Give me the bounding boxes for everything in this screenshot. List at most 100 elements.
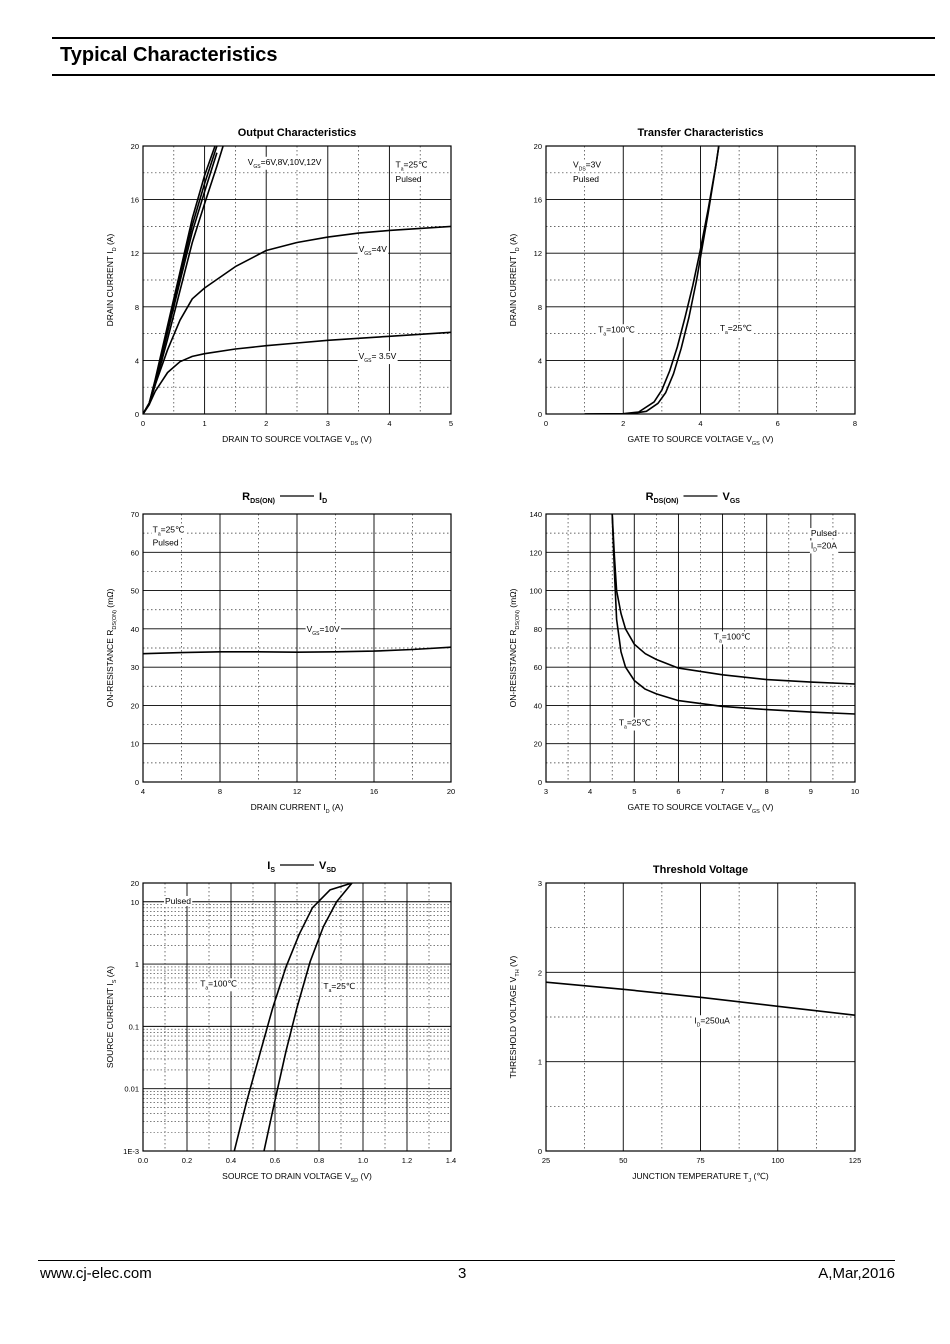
y-axis-label: DRAIN CURRENT ID (A) [105,234,118,327]
x-axis-symbol: V [345,434,351,444]
annotation-subscript: GS [312,631,320,637]
y-tick-label: 0 [538,1147,542,1156]
header-top-rule [52,37,935,39]
x-tick-label: 10 [851,787,859,796]
x-tick-label: 0.6 [270,1156,280,1165]
y-axis-label: THRESHOLD VOLTAGE VTH (V) [508,955,521,1078]
y-tick-label: 0.01 [124,1085,139,1094]
y-axis-unit: (mΩ) [508,588,518,610]
annotation-bg [322,980,357,994]
annotation: Ta=25℃ [153,524,185,537]
annotation-symbol: T [396,159,401,169]
x-tick-label: 0 [544,419,548,428]
annotation-symbol: Pulsed [165,896,191,906]
page-title: Typical Characteristics [60,44,278,66]
annotation-bg [617,717,653,731]
y-tick-label: 100 [529,587,542,596]
series-line [233,883,353,1151]
x-tick-label: 4 [141,787,145,796]
annotation-value: =25℃ [404,159,428,169]
y-axis-symbol: V [508,976,518,982]
y-axis-symbol: I [105,251,115,253]
y-tick-label: 16 [131,196,139,205]
x-axis-unit: (℃) [751,1171,769,1181]
annotation-subscript: GS [364,358,372,364]
chart-rdson-id: 4 8 12 16 20010203040506070Ta=25℃PulsedVGS=1… [105,491,455,815]
annotation-value: =25℃ [331,981,355,991]
annotation-subscript: a [725,330,728,336]
annotation-value: =10V [320,624,340,634]
series-line [546,981,855,1016]
y-axis-unit: (A) [508,234,518,248]
title-symbol: I [267,860,270,872]
annotation-subscript: a [329,988,332,994]
y-axis-subscript: D [515,247,521,251]
x-tick-label: 4 [387,419,391,428]
annotation-symbol: T [720,323,725,333]
y-axis-symbol: R [105,630,115,636]
annotation-symbol: V [248,157,254,167]
y-axis-label-name: SOURCE CURRENT [105,986,115,1069]
x-tick-label: 0.8 [314,1156,324,1165]
x-axis-label-name: JUNCTION TEMPERATURE [632,1171,743,1181]
header-bottom-rule [52,74,935,76]
y-tick-label: 16 [534,196,542,205]
x-axis-label-name: DRAIN CURRENT [251,802,324,812]
y-tick-label: 20 [131,701,139,710]
y-tick-label: 20 [534,740,542,749]
title-subscript: DS(ON) [654,498,679,505]
annotation-subscript: a [205,985,208,991]
title-subscript: DS(ON) [250,498,275,505]
y-tick-label: 70 [131,510,139,519]
annotation-value: =4V [372,244,388,254]
annotation-subscript: GS [253,164,261,170]
annotation-bg [357,351,398,365]
annotation: Ta=25℃ [323,981,355,994]
chart-title-right: ID [319,491,327,505]
y-tick-label: 80 [534,625,542,634]
x-axis-symbol: V [746,802,752,812]
annotation: Ta=25℃ [619,718,651,731]
annotation-bg [572,159,603,173]
chart-title-right: VSD [319,860,336,874]
x-tick-label: 3 [544,787,548,796]
plot-frame [545,882,856,1152]
plot-frame [142,145,452,415]
x-tick-label: 100 [771,1156,784,1165]
y-tick-label: 0 [135,410,139,419]
x-axis-unit: (V) [760,802,774,812]
x-tick-label: 1.2 [402,1156,412,1165]
x-axis-subscript: J [748,1178,751,1184]
annotation-value: =6V,8V,10V,12V [261,157,322,167]
footer-page-number: 3 [458,1265,467,1282]
annotation: Pulsed [811,528,837,538]
annotation-symbol: V [359,244,365,254]
y-tick-label: 30 [131,663,139,672]
x-tick-label: 6 [676,787,680,796]
x-tick-label: 2 [621,419,625,428]
annotation-bg [305,623,341,637]
y-tick-label: 1E-3 [123,1147,139,1156]
series-line [611,514,855,715]
y-tick-label: 140 [529,510,542,519]
y-tick-label: 4 [538,356,542,365]
chart-title: Threshold Voltage [653,864,748,876]
y-tick-label: 0 [135,778,139,787]
y-axis-unit: (mΩ) [105,588,115,610]
y-tick-label: 60 [534,663,542,672]
title-subscript: S [270,867,275,874]
x-tick-label: 0.4 [226,1156,236,1165]
chart-threshold: 25 50 75 100 125 0 1 2 3 ID=250uA Threshold Voltag… [508,864,861,1184]
x-axis-label-name: DRAIN TO SOURCE VOLTAGE [222,434,345,444]
y-axis-label-name: ON-RESISTANCE [508,636,518,708]
x-axis-label-name: SOURCE TO DRAIN VOLTAGE [222,1171,345,1181]
annotation-value: =20A [817,540,837,550]
chart-title-left: RDS(ON) [646,491,679,505]
x-axis-label: SOURCE TO DRAIN VOLTAGE VSD (V) [222,1171,372,1184]
x-axis-subscript: GS [752,441,760,447]
y-tick-label: 3 [538,879,542,888]
annotation: VGS=10V [307,624,340,637]
x-tick-label: 8 [218,787,222,796]
x-tick-label: 5 [632,787,636,796]
